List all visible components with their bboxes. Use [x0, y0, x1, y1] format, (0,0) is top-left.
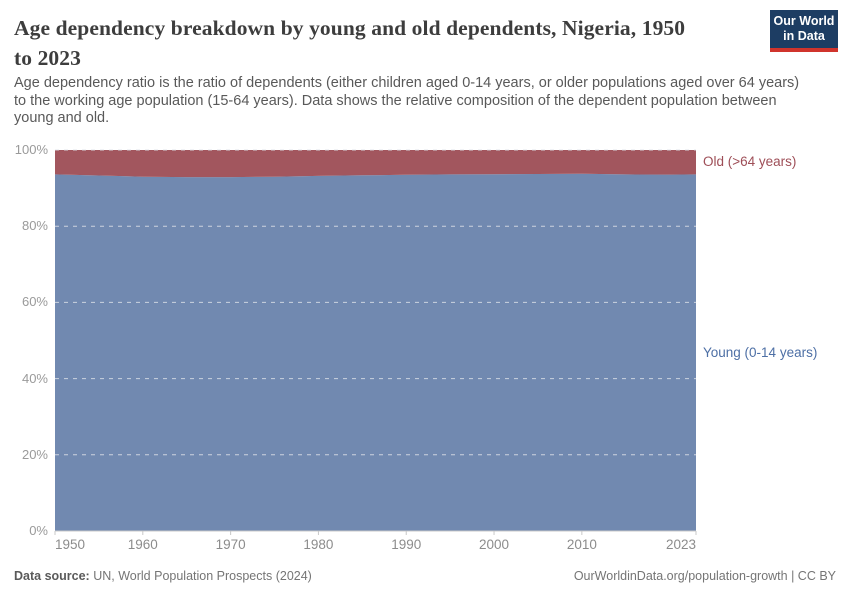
- y-axis-label-80: 80%: [21, 218, 48, 234]
- x-axis-label-2023: 2023: [665, 537, 696, 552]
- footer-link[interactable]: OurWorldinData.org/population-growth | C…: [573, 569, 836, 583]
- page-title: Age dependency breakdown by young and ol…: [14, 13, 685, 73]
- x-axis-label-1990: 1990: [391, 537, 422, 552]
- area-series-0[interactable]: [55, 173, 696, 532]
- chart-subtitle-line-1: Age dependency ratio is the ratio of dep…: [14, 75, 800, 91]
- chart-subtitle-line-2: to the working age population (15-64 yea…: [14, 92, 777, 109]
- area-series-1[interactable]: [55, 150, 696, 178]
- series-label-young[interactable]: Young (0-14 years): [703, 344, 818, 360]
- y-axis-label-40: 40%: [21, 370, 48, 386]
- page-title-line-1: Age dependency breakdown by young and ol…: [14, 16, 686, 40]
- x-axis-label-2000: 2000: [479, 537, 510, 552]
- y-axis-label-0: 0%: [29, 523, 48, 538]
- y-axis-label-20: 20%: [21, 446, 48, 462]
- x-axis-label-1970: 1970: [215, 537, 246, 552]
- owid-logo-line-1: Our World: [773, 14, 835, 28]
- chart-footer: Data source: UN, World Population Prospe…: [14, 569, 836, 583]
- owid-logo: Our World in Data: [770, 10, 838, 52]
- x-axis-label-2010: 2010: [566, 537, 597, 552]
- owid-logo-text: Our World in Data: [770, 10, 838, 48]
- data-source: Data source: UN, World Population Prospe…: [14, 569, 312, 583]
- owid-logo-line-2: in Data: [783, 29, 825, 43]
- data-source-label: Data source:: [14, 569, 90, 583]
- chart-subtitle-line-3: young and old.: [14, 110, 110, 126]
- x-axis-label-1950: 1950: [55, 537, 86, 552]
- page-title-line-2: to 2023: [14, 46, 81, 70]
- data-source-value: UN, World Population Prospects (2024): [93, 569, 312, 583]
- x-axis-label-1980: 1980: [303, 537, 334, 552]
- x-axis-label-1960: 1960: [127, 537, 158, 552]
- y-axis-label-60: 60%: [21, 294, 48, 310]
- chart-subtitle: Age dependency ratio is the ratio of dep…: [14, 75, 799, 128]
- series-label-old[interactable]: Old (>64 years): [703, 154, 797, 170]
- owid-logo-stripe: [770, 48, 838, 52]
- y-axis-label-100: 100%: [14, 142, 48, 157]
